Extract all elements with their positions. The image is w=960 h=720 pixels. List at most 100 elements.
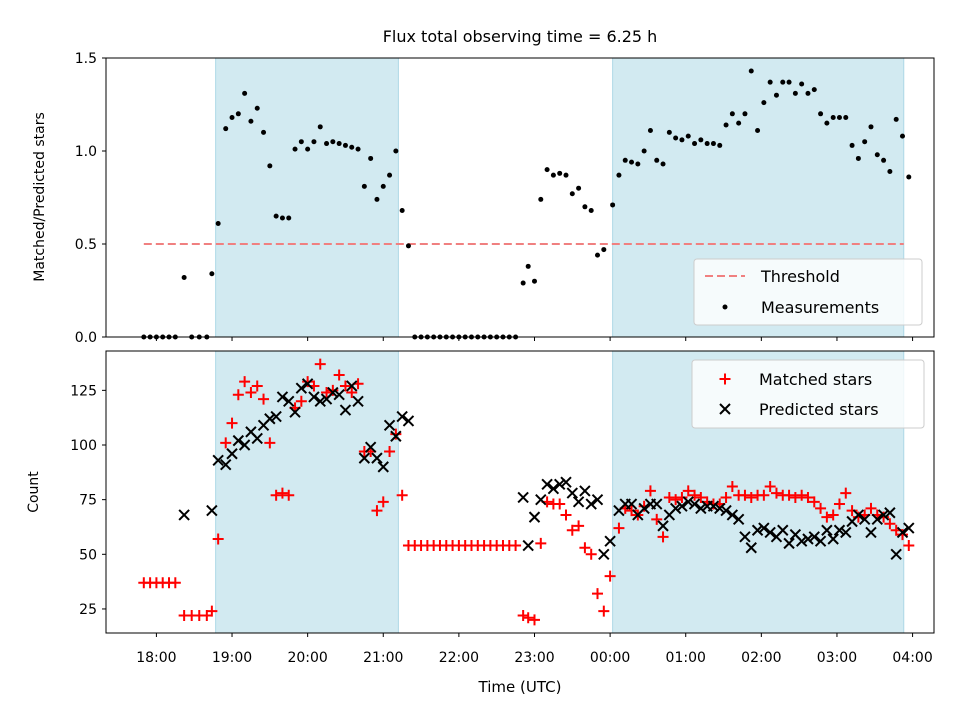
measurement-point [525,263,531,269]
measurement-point [279,215,285,221]
predicted-star-point [522,539,534,552]
measurement-point [209,271,215,277]
predicted-star-point [745,542,757,554]
measurement-point [286,215,292,221]
matched-star-point [739,489,751,501]
measurement-point [704,141,710,147]
measurement-point [622,157,628,163]
matched-star-point [302,376,314,388]
measurement-point [380,183,386,189]
predicted-star-point [688,498,701,510]
predicted-star-point [283,395,295,407]
measurement-point [824,120,830,126]
measurement-point [899,133,905,139]
legend-matched-swatch [719,373,731,385]
predicted-star-point [833,524,846,536]
matched-star-point [821,511,833,523]
matched-star-point [827,509,839,521]
matched-star-point [840,487,852,499]
measurement-point [849,142,855,148]
top-y-axis-label: Matched/Predicted stars [32,112,48,282]
y-tick-label: 0.5 [75,237,97,253]
predicted-star-point [802,533,814,545]
predicted-star-point [402,415,415,427]
measurement-point [685,133,691,139]
predicted-star-point [890,548,902,561]
measurement-point [660,161,666,167]
matched-star-point [212,533,224,545]
matched-star-point [560,509,572,521]
matched-star-point [613,522,625,534]
measurement-point [361,183,367,189]
measurement-point [387,172,393,178]
predicted-star-point [572,496,585,508]
axes-frame [105,350,935,634]
top-axes: 0.0 0.5 1.0 1.5 [75,51,935,346]
measurement-point [874,152,880,158]
matched-star-point [258,393,270,405]
x-tick-label: 02:00 [741,650,781,666]
measurement-point [317,124,323,130]
measurement-point [843,115,849,121]
predicted-star-point [840,526,852,539]
measurement-point [311,139,317,145]
matched-star-point [726,481,738,493]
measurement-point [531,278,537,284]
legend-predicted-label: Predicted stars [759,400,879,419]
measurement-point [550,172,556,178]
matched-star-point [220,437,232,449]
legend-measurements-label: Measurements [761,298,879,317]
bottom-panel: 25 50 75 100 125 18:00 19:00 20:00 21:00 22:00 23:… [26,350,935,696]
predicted-star-point [821,524,833,536]
y-tick-label: 1.0 [75,144,97,160]
measurement-point [830,115,836,121]
measurement-point [818,111,824,117]
predicted-star-point [308,391,320,403]
matched-star-point [270,489,282,501]
measurement-point [736,120,742,126]
measurement-point [679,137,685,143]
matched-star-point [758,489,770,501]
measurement-point [635,161,641,167]
matched-star-point [276,487,288,499]
x-tick-label: 01:00 [666,650,706,666]
matched-star-point [764,481,776,493]
matched-star-point [676,491,688,503]
predicted-star-point [764,526,776,539]
measurement-point [673,135,679,141]
matched-star-point [585,548,597,560]
y-tick-label: 75 [79,493,97,509]
measurement-point [557,170,563,176]
predicted-star-point [547,483,560,495]
matched-star-point [579,542,591,554]
measurement-point [698,137,704,143]
predicted-star-point [852,509,865,521]
measurement-point [855,155,861,161]
predicted-star-point [264,413,276,425]
measurement-point [666,129,672,135]
predicted-star-point [720,504,732,517]
y-tick-label: 100 [70,438,97,454]
y-tick-label: 25 [79,602,97,618]
predicted-star-point [346,380,358,392]
matched-star-point [390,428,402,440]
matched-star-point [333,369,345,381]
measurement-point [248,118,254,124]
predicted-star-point [814,535,827,547]
predicted-star-point [541,478,553,491]
bottom-legend-box [691,359,925,429]
legend-predicted-marker [719,403,731,415]
matched-star-point [833,498,845,510]
measurement-point [862,139,868,145]
predicted-star-point [377,461,389,473]
predicted-star-point [795,535,808,547]
measurement-point [223,126,229,132]
measurement-point [811,87,817,93]
matched-star-point [884,518,896,530]
measurement-point [767,79,773,85]
predicted-stars-points [178,378,915,561]
matched-star-point [226,417,238,429]
matched-star-point [682,485,694,497]
